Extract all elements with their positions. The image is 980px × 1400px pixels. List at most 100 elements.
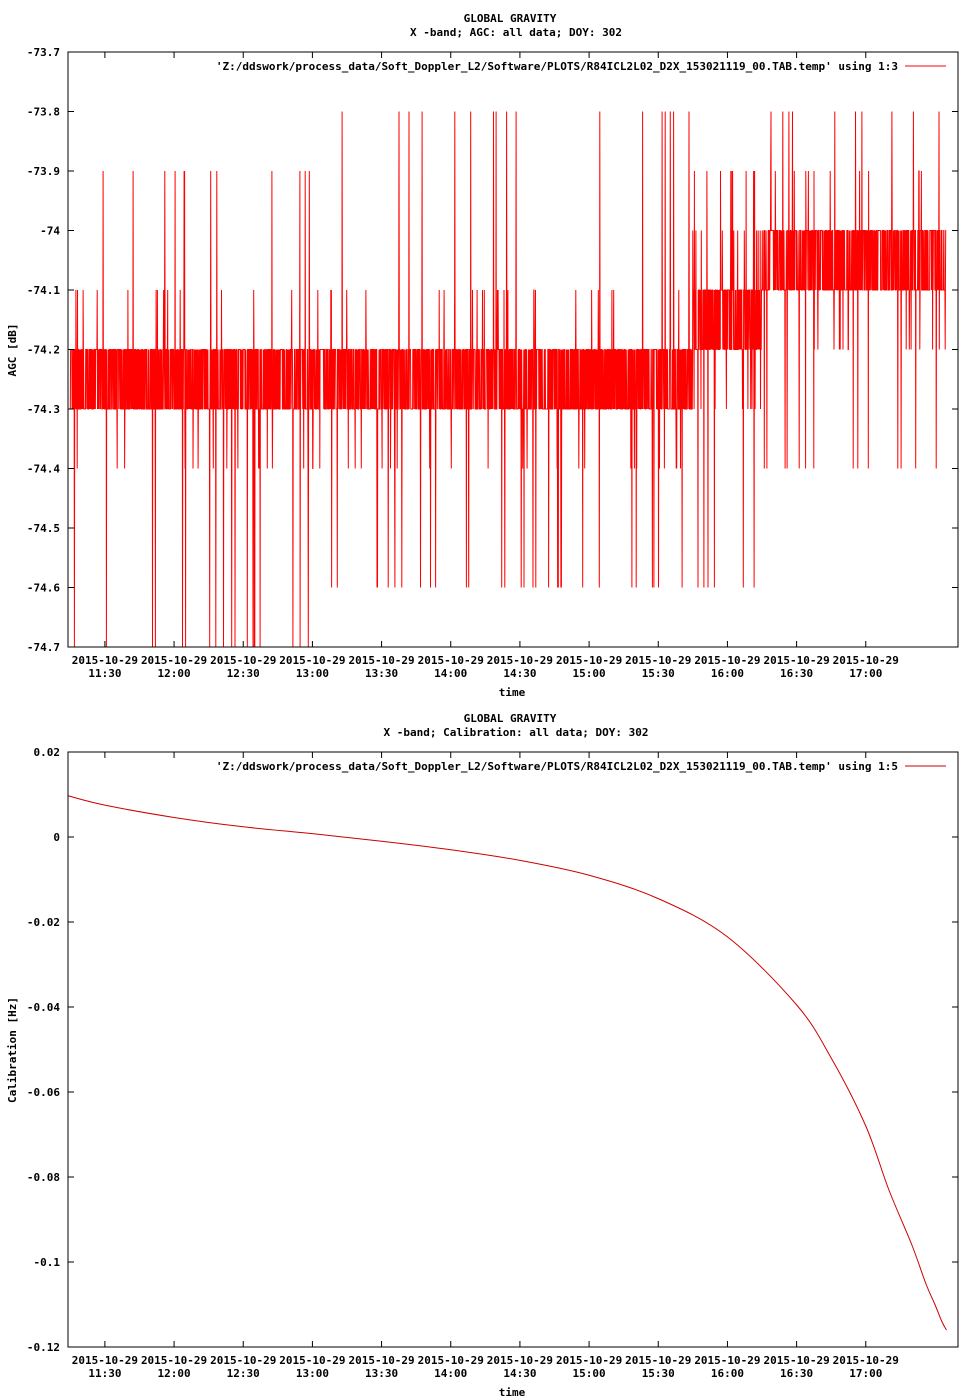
x-tick-time: 15:30 (642, 667, 675, 680)
x-tick-time: 17:00 (849, 667, 882, 680)
agc-chart-title: GLOBAL GRAVITY (464, 12, 557, 25)
x-tick-date: 2015-10-29 (210, 1354, 276, 1367)
x-tick-time: 13:30 (365, 667, 398, 680)
x-tick-time: 14:00 (434, 1367, 467, 1380)
y-tick-label: 0.02 (34, 746, 61, 759)
y-tick-label: -74.3 (27, 403, 60, 416)
agc-series-trace (69, 111, 947, 648)
x-tick-date: 2015-10-29 (141, 1354, 207, 1367)
x-tick-date: 2015-10-29 (556, 1354, 622, 1367)
x-tick-time: 13:00 (296, 1367, 329, 1380)
x-tick-date: 2015-10-29 (556, 654, 622, 667)
x-tick-time: 16:00 (711, 667, 744, 680)
calibration-chart-title: GLOBAL GRAVITY (464, 712, 557, 725)
x-tick-date: 2015-10-29 (833, 654, 899, 667)
x-tick-time: 16:30 (780, 1367, 813, 1380)
x-tick-date: 2015-10-29 (72, 1354, 138, 1367)
agc-x-axis-label: time (499, 686, 526, 699)
x-tick-time: 11:30 (88, 1367, 121, 1380)
y-tick-label: -74.4 (27, 463, 60, 476)
x-tick-date: 2015-10-29 (72, 654, 138, 667)
calibration-series-line (67, 795, 947, 1331)
y-tick-label: -74.1 (27, 284, 60, 297)
x-tick-date: 2015-10-29 (694, 654, 760, 667)
y-tick-label: 0 (53, 831, 60, 844)
calibration-legend-label: 'Z:/ddswork/process_data/Soft_Doppler_L2… (216, 760, 898, 773)
x-tick-date: 2015-10-29 (418, 1354, 484, 1367)
agc-series-line (69, 111, 947, 648)
x-tick-date: 2015-10-29 (694, 1354, 760, 1367)
x-tick-time: 14:00 (434, 667, 467, 680)
y-tick-label: -73.9 (27, 165, 60, 178)
x-tick-time: 16:30 (780, 667, 813, 680)
x-tick-time: 11:30 (88, 667, 121, 680)
x-tick-time: 12:00 (157, 667, 190, 680)
x-tick-time: 14:30 (503, 1367, 536, 1380)
x-tick-time: 12:30 (227, 1367, 260, 1380)
agc-ticks (68, 51, 958, 648)
x-tick-time: 12:00 (157, 1367, 190, 1380)
agc-legend-label: 'Z:/ddswork/process_data/Soft_Doppler_L2… (216, 60, 898, 73)
calibration-chart-subtitle: X -band; Calibration: all data; DOY: 302 (384, 726, 649, 739)
x-tick-time: 13:00 (296, 667, 329, 680)
calibration-x-tick-labels: 2015-10-2911:302015-10-2912:002015-10-29… (72, 1354, 899, 1380)
x-tick-time: 12:30 (227, 667, 260, 680)
y-tick-label: -74.6 (27, 582, 60, 595)
x-tick-date: 2015-10-29 (348, 1354, 414, 1367)
y-tick-label: -74.2 (27, 344, 60, 357)
agc-chart-subtitle: X -band; AGC: all data; DOY: 302 (410, 26, 622, 39)
agc-y-tick-labels: -73.7 -73.8 -73.9 -74 -74.1 -74.2 -74.3 -74.4 -7… (27, 46, 60, 654)
x-tick-date: 2015-10-29 (348, 654, 414, 667)
x-tick-date: 2015-10-29 (625, 654, 691, 667)
y-tick-label: -74.7 (27, 641, 60, 654)
x-tick-date: 2015-10-29 (487, 1354, 553, 1367)
y-tick-label: -73.8 (27, 106, 60, 119)
calibration-ticks (68, 751, 958, 1348)
y-tick-label: -74.5 (27, 522, 60, 535)
calibration-y-tick-labels: 0.02 0 -0.02 -0.04 -0.06 -0.08 -0.1 -0.12 (27, 746, 60, 1354)
calibration-y-axis-label: Calibration [Hz] (6, 997, 19, 1103)
x-tick-time: 15:00 (573, 1367, 606, 1380)
y-tick-label: -0.12 (27, 1341, 60, 1354)
x-tick-date: 2015-10-29 (763, 654, 829, 667)
x-tick-time: 15:30 (642, 1367, 675, 1380)
x-tick-date: 2015-10-29 (833, 1354, 899, 1367)
x-tick-date: 2015-10-29 (141, 654, 207, 667)
y-tick-label: -74 (40, 225, 60, 238)
y-tick-label: -73.7 (27, 46, 60, 59)
x-tick-time: 15:00 (573, 667, 606, 680)
x-tick-time: 13:30 (365, 1367, 398, 1380)
calibration-x-axis-label: time (499, 1386, 526, 1399)
y-tick-label: -0.06 (27, 1086, 60, 1099)
x-tick-date: 2015-10-29 (418, 654, 484, 667)
x-tick-time: 14:30 (503, 667, 536, 680)
x-tick-date: 2015-10-29 (279, 654, 345, 667)
y-tick-label: -0.1 (34, 1256, 61, 1269)
x-tick-date: 2015-10-29 (279, 1354, 345, 1367)
agc-x-tick-labels: 2015-10-2911:302015-10-2912:002015-10-29… (72, 654, 899, 680)
x-tick-date: 2015-10-29 (763, 1354, 829, 1367)
x-tick-date: 2015-10-29 (625, 1354, 691, 1367)
y-tick-label: -0.08 (27, 1171, 60, 1184)
x-tick-time: 17:00 (849, 1367, 882, 1380)
agc-chart: GLOBAL GRAVITY X -band; AGC: all data; D… (6, 12, 959, 699)
x-tick-date: 2015-10-29 (210, 654, 276, 667)
